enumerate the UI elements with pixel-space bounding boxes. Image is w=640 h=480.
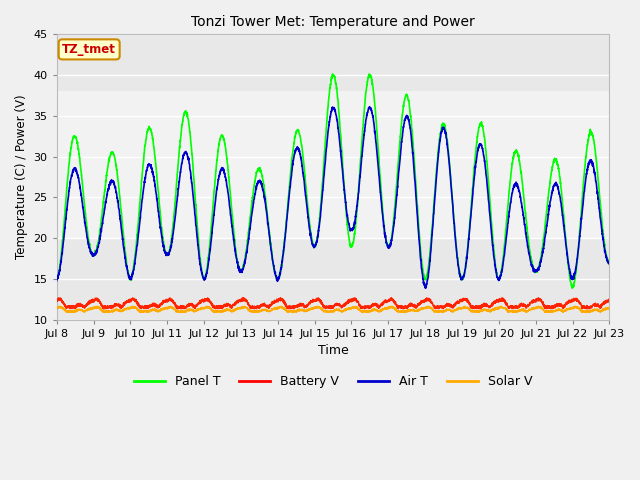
Title: Tonzi Tower Met: Temperature and Power: Tonzi Tower Met: Temperature and Power (191, 15, 475, 29)
Text: TZ_tmet: TZ_tmet (62, 43, 116, 56)
Legend: Panel T, Battery V, Air T, Solar V: Panel T, Battery V, Air T, Solar V (129, 371, 538, 394)
Bar (57, 91, 609, 238)
X-axis label: Time: Time (317, 344, 348, 357)
Y-axis label: Temperature (C) / Power (V): Temperature (C) / Power (V) (15, 95, 28, 259)
